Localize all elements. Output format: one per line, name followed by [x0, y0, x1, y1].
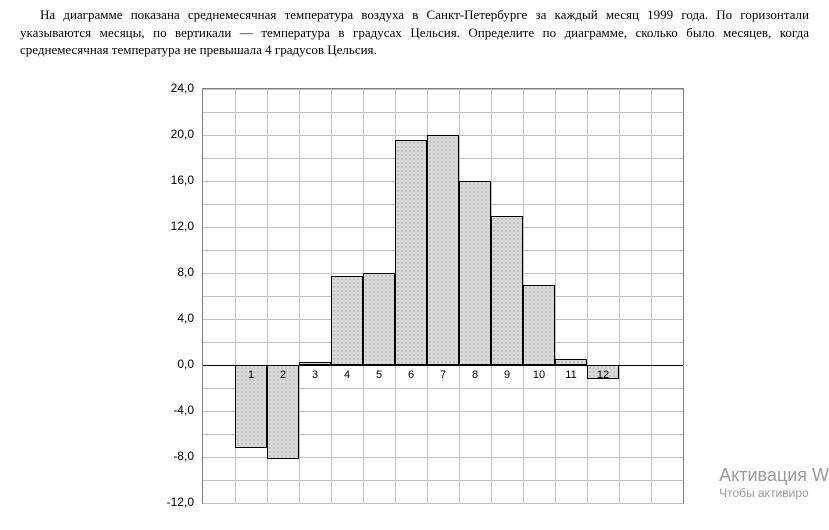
x-axis-label: 6 [408, 369, 414, 381]
y-axis-label: 0,0 [177, 357, 194, 371]
x-axis-label: 5 [376, 369, 382, 381]
grid-line-vertical [299, 89, 300, 503]
y-axis-label: 24,0 [171, 81, 194, 95]
chart-plot-area: 123456789101112 [202, 88, 684, 504]
x-axis-label: 2 [280, 369, 286, 381]
grid-line-horizontal [203, 480, 683, 481]
bar-month-8 [459, 181, 491, 365]
bar-month-10 [523, 285, 555, 366]
x-axis-label: 10 [533, 369, 545, 381]
x-axis-label: 3 [312, 369, 318, 381]
watermark-subtitle: Чтобы активиро [719, 486, 829, 500]
x-axis-label: 1 [248, 369, 254, 381]
y-axis-label: 20,0 [171, 127, 194, 141]
x-axis-label: 7 [440, 369, 446, 381]
grid-line-vertical [555, 89, 556, 503]
grid-line-vertical [587, 89, 588, 503]
grid-line-horizontal [203, 503, 683, 504]
y-axis-label: -4,0 [173, 403, 194, 417]
y-axis-label: -8,0 [173, 449, 194, 463]
x-axis-label: 9 [504, 369, 510, 381]
bar-month-9 [491, 216, 523, 366]
watermark-title: Активация W [719, 465, 829, 486]
grid-line-horizontal [203, 112, 683, 113]
y-axis-label: 12,0 [171, 219, 194, 233]
bar-month-5 [363, 273, 395, 365]
y-axis-labels: -12,0-8,0-4,00,04,08,012,016,020,024,0 [150, 88, 198, 508]
windows-activation-watermark: Активация W Чтобы активиро [719, 465, 829, 500]
problem-paragraph: На диаграмме показана среднемесячная тем… [20, 6, 809, 59]
x-axis-label: 11 [565, 369, 576, 381]
bar-month-7 [427, 135, 459, 365]
y-axis-label: 8,0 [177, 265, 194, 279]
x-axis-label: 4 [344, 369, 350, 381]
bar-month-4 [331, 276, 363, 365]
y-axis-label: 4,0 [177, 311, 194, 325]
problem-text: На диаграмме показана среднемесячная тем… [0, 0, 829, 63]
x-axis-label: 8 [472, 369, 478, 381]
temperature-chart: -12,0-8,0-4,00,04,08,012,016,020,024,0 1… [150, 88, 690, 508]
y-axis-label: -12,0 [167, 495, 194, 509]
x-axis-label: 12 [597, 369, 609, 381]
grid-line-vertical [619, 89, 620, 503]
zero-axis-line [203, 365, 683, 366]
grid-line-horizontal [203, 89, 683, 90]
y-axis-label: 16,0 [171, 173, 194, 187]
grid-line-vertical [651, 89, 652, 503]
bar-month-6 [395, 140, 427, 365]
